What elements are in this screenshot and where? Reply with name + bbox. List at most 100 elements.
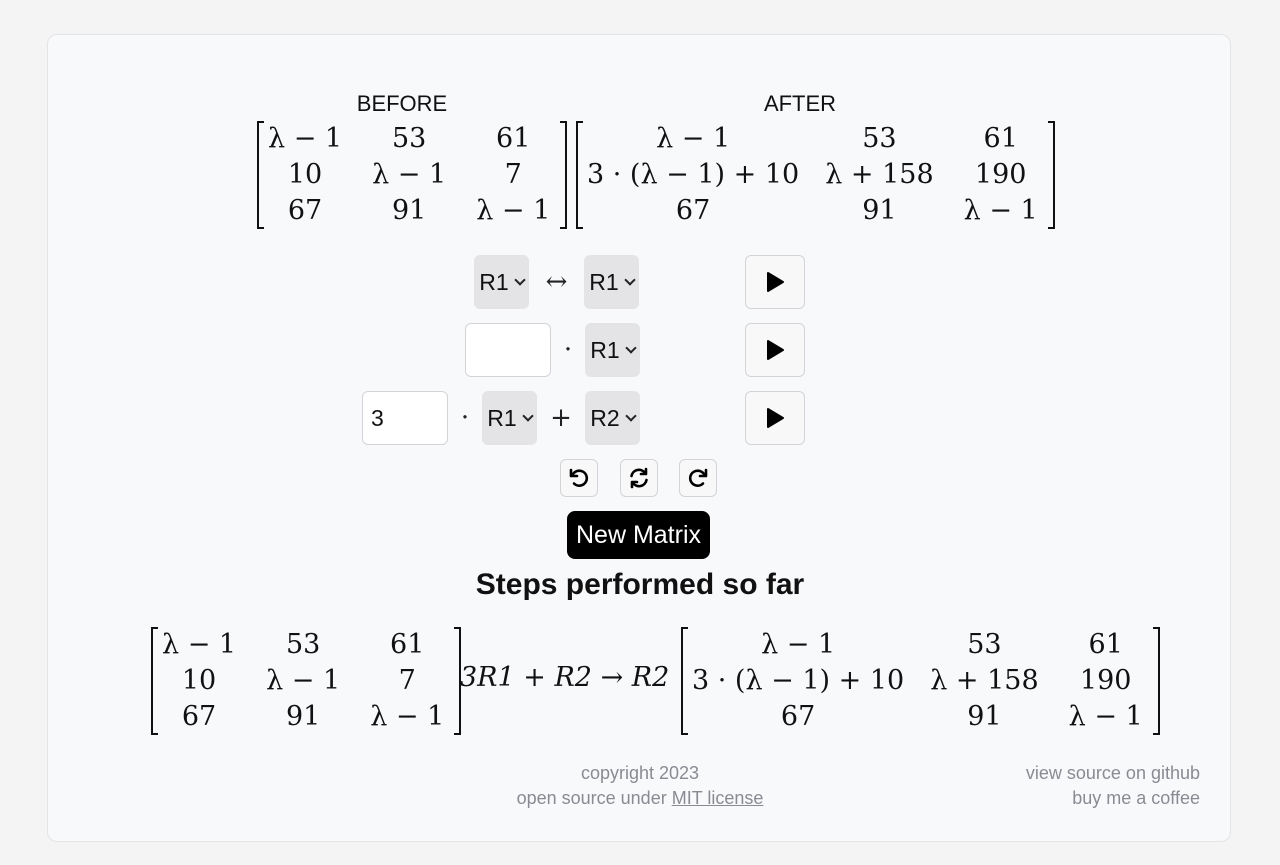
apply-add-button[interactable]: [745, 391, 805, 445]
chevron-down-icon: [625, 409, 637, 422]
step-operation-label: 3R1 + R2 → R2: [460, 662, 670, 693]
play-icon: [767, 340, 784, 360]
matrix-cell: 10: [287, 159, 323, 190]
redo-icon: [688, 468, 708, 487]
before-label: BEFORE: [356, 91, 448, 116]
step-after-matrix-grid: λ − 1 53 61 3 · (λ − 1) + 10 λ + 158 190…: [688, 627, 1153, 735]
before-matrix-grid: λ − 1 53 61 10 λ − 1 7 67 91 λ − 1: [264, 121, 560, 229]
swap-row-b-select[interactable]: R1: [584, 255, 639, 309]
reset-button[interactable]: [620, 459, 658, 497]
matrix-cell: λ − 1: [1068, 701, 1143, 732]
right-bracket: [1047, 121, 1055, 229]
footer-right: view source on github buy me a coffee: [960, 761, 1200, 811]
matrix-cell: λ − 1: [266, 665, 341, 696]
copyright-text: copyright 2023: [580, 763, 700, 783]
matrix-cell: 7: [398, 665, 416, 696]
matrix-row: λ − 1 53 61: [264, 121, 560, 157]
matrix-cell: 67: [287, 195, 323, 226]
right-bracket: [560, 121, 568, 229]
select-value: R1: [589, 268, 619, 295]
after-matrix-grid: λ − 1 53 61 3 · (λ − 1) + 10 λ + 158 190…: [583, 121, 1048, 229]
matrix-cell: λ − 1: [372, 159, 447, 190]
right-bracket: [1152, 627, 1160, 735]
select-value: R2: [590, 404, 620, 431]
left-bracket: [257, 121, 264, 229]
matrix-cell: 190: [974, 159, 1027, 190]
scale-factor-input[interactable]: [465, 323, 551, 377]
scale-row-select[interactable]: R1: [585, 323, 640, 377]
multiply-dot-symbol: ·: [460, 403, 470, 433]
matrix-cell: 61: [496, 123, 531, 154]
matrix-cell: λ − 1: [268, 123, 343, 154]
apply-scale-button[interactable]: [745, 323, 805, 377]
matrix-cell: λ − 1: [162, 629, 237, 660]
matrix-cell: λ − 1: [370, 701, 445, 732]
after-label: AFTER: [763, 91, 837, 116]
matrix-cell: 53: [967, 629, 1002, 660]
step-after-matrix: λ − 1 53 61 3 · (λ − 1) + 10 λ + 158 190…: [681, 627, 1160, 735]
matrix-cell: 53: [862, 123, 897, 154]
view-source-link[interactable]: view source on github: [1025, 763, 1200, 783]
chevron-down-icon: [624, 273, 636, 286]
right-bracket: [454, 627, 462, 735]
matrix-row: 67 91 λ − 1: [583, 193, 1048, 229]
select-value: R1: [487, 404, 517, 431]
plus-symbol: +: [550, 403, 572, 433]
matrix-cell: 53: [391, 123, 427, 154]
matrix-row: 3 · (λ − 1) + 10 λ + 158 190: [688, 663, 1153, 699]
add-target-row-select[interactable]: R2: [585, 391, 640, 445]
chevron-down-icon: [522, 409, 534, 422]
step-before-matrix: λ − 1 53 61 10 λ − 1 7 67 91 λ − 1: [151, 627, 462, 735]
before-matrix: λ − 1 53 61 10 λ − 1 7 67 91 λ − 1: [257, 121, 568, 229]
select-value: R1: [479, 268, 509, 295]
chevron-down-icon: [514, 273, 526, 286]
matrix-cell: 61: [983, 123, 1018, 154]
matrix-cell: 91: [862, 195, 897, 226]
step-before-matrix-grid: λ − 1 53 61 10 λ − 1 7 67 91 λ − 1: [158, 627, 454, 735]
footer-center: copyright 2023 open source under MIT lic…: [440, 761, 840, 811]
matrix-cell: 91: [967, 701, 1002, 732]
select-value: R1: [590, 336, 620, 363]
undo-icon: [569, 468, 589, 487]
mit-license-link[interactable]: MIT license: [671, 788, 764, 808]
apply-swap-button[interactable]: [745, 255, 805, 309]
matrix-cell: 67: [675, 195, 711, 226]
chevron-down-icon: [625, 341, 637, 354]
steps-title: Steps performed so far: [475, 568, 805, 601]
matrix-cell: 3 · (λ − 1) + 10: [692, 665, 905, 696]
matrix-row: 10 λ − 1 7: [158, 663, 454, 699]
matrix-row: 10 λ − 1 7: [264, 157, 560, 193]
matrix-cell: λ − 1: [963, 195, 1038, 226]
left-bracket: [151, 627, 158, 735]
matrix-row: 67 91 λ − 1: [688, 699, 1153, 735]
matrix-cell: λ − 1: [656, 123, 731, 154]
matrix-cell: 3 · (λ − 1) + 10: [587, 159, 800, 190]
multiply-dot-symbol: ·: [563, 335, 573, 365]
buy-coffee-link[interactable]: buy me a coffee: [1072, 788, 1200, 808]
matrix-cell: 53: [285, 629, 321, 660]
play-icon: [767, 272, 784, 292]
matrix-cell: λ − 1: [761, 629, 836, 660]
new-matrix-button[interactable]: New Matrix: [567, 511, 710, 559]
add-source-row-select[interactable]: R1: [482, 391, 537, 445]
scale-operation: · R1: [465, 323, 640, 377]
left-bracket: [576, 121, 583, 229]
matrix-cell: λ + 158: [930, 665, 1039, 696]
matrix-cell: λ + 158: [825, 159, 934, 190]
after-matrix: λ − 1 53 61 3 · (λ − 1) + 10 λ + 158 190…: [576, 121, 1055, 229]
matrix-cell: 10: [181, 665, 217, 696]
add-factor-input[interactable]: [362, 391, 448, 445]
left-bracket: [681, 627, 688, 735]
matrix-cell: λ − 1: [476, 195, 551, 226]
add-operation: · R1 + R2: [362, 391, 640, 445]
swap-operation: R1 ↔ R1: [474, 255, 639, 309]
matrix-cell: 61: [390, 629, 425, 660]
swap-arrow-symbol: ↔: [545, 267, 568, 297]
undo-button[interactable]: [560, 459, 598, 497]
swap-row-a-select[interactable]: R1: [474, 255, 529, 309]
matrix-cell: 91: [285, 701, 321, 732]
matrix-row: 3 · (λ − 1) + 10 λ + 158 190: [583, 157, 1048, 193]
matrix-cell: 190: [1079, 665, 1132, 696]
matrix-cell: 67: [780, 701, 816, 732]
redo-button[interactable]: [679, 459, 717, 497]
